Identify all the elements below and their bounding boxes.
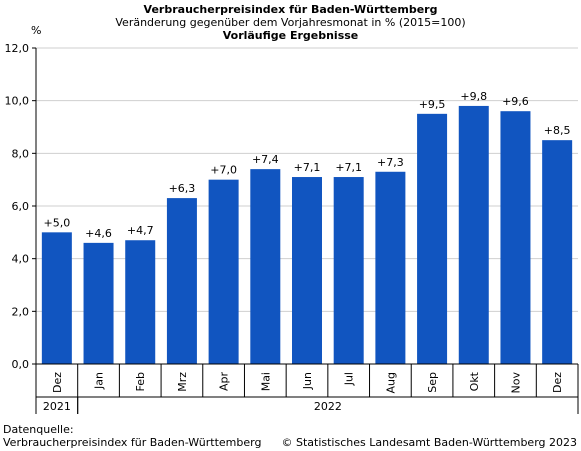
x-axis: Dez Jan Feb Mrz Apr Mai Jun Jul Aug Sep Okt Nov Dez 2… (35, 48, 579, 414)
data-source: Datenquelle: Verbraucherpreisindex für B… (3, 423, 261, 449)
data-label: +4,6 (85, 227, 112, 240)
bars (41, 105, 573, 364)
y-tick-label: 10,0 (5, 95, 30, 108)
year-label: 2022 (314, 400, 342, 413)
chart-subtitle: Veränderung gegenüber dem Vorjahresmonat… (115, 16, 466, 29)
bar (208, 179, 239, 364)
x-tick-label: Okt (468, 371, 481, 391)
bar (458, 105, 489, 364)
bar (542, 140, 573, 364)
y-tick-label: 4,0 (12, 253, 30, 266)
source-label: Datenquelle: (3, 423, 74, 436)
bar (83, 242, 114, 364)
x-tick-label: Jul (343, 372, 356, 386)
data-label: +4,7 (127, 224, 154, 237)
data-label: +7,1 (294, 161, 321, 174)
data-label: +8,5 (544, 124, 571, 137)
x-tick-label: Mrz (176, 372, 189, 392)
x-tick-label: Aug (384, 372, 397, 393)
x-tick-label: Feb (134, 372, 147, 391)
data-labels: +5,0 +4,6 +4,7 +6,3 +7,0 +7,4 +7,1 +7,1 +7,3 +9,5… (43, 90, 570, 240)
bar (375, 171, 406, 364)
bar (250, 169, 281, 364)
source-text: Verbraucherpreisindex für Baden-Württemb… (3, 436, 262, 449)
y-axis-ticks: 0,0 2,0 4,0 6,0 8,0 10,0 12,0 (5, 42, 36, 371)
x-tick-label: Sep (426, 372, 439, 393)
y-tick-label: 0,0 (12, 358, 30, 371)
data-label: +9,5 (419, 98, 446, 111)
data-label: +7,3 (377, 156, 404, 169)
y-tick-label: 6,0 (12, 200, 30, 213)
data-label: +7,4 (252, 153, 279, 166)
bar (292, 177, 322, 364)
y-axis-unit: % (31, 24, 41, 37)
data-label: +7,0 (210, 164, 237, 177)
x-tick-label: Nov (509, 372, 522, 394)
y-tick-label: 2,0 (12, 305, 30, 318)
bar (333, 177, 364, 364)
bar (417, 113, 448, 364)
bar (41, 232, 72, 364)
data-label: +9,6 (502, 95, 529, 108)
y-tick-label: 12,0 (5, 42, 30, 55)
chart-note: Vorläufige Ergebnisse (222, 29, 359, 42)
x-tick-label: Dez (551, 372, 564, 393)
year-label: 2021 (43, 400, 71, 413)
bar (500, 111, 531, 364)
bar (125, 240, 156, 364)
x-tick-label: Apr (218, 372, 231, 392)
bar (166, 198, 197, 364)
data-label: +9,8 (460, 90, 487, 103)
x-tick-label: Jun (301, 372, 314, 390)
copyright-notice: © Statistisches Landesamt Baden-Württemb… (281, 436, 577, 449)
chart-header: Verbraucherpreisindex für Baden-Württemb… (0, 3, 581, 42)
data-label: +7,1 (335, 161, 362, 174)
y-tick-label: 8,0 (12, 147, 30, 160)
x-tick-label: Mai (259, 372, 272, 391)
data-label: +5,0 (43, 216, 70, 229)
data-label: +6,3 (169, 182, 196, 195)
x-tick-label: Jan (93, 372, 106, 390)
chart-title: Verbraucherpreisindex für Baden-Württemb… (143, 3, 438, 16)
x-tick-label: Dez (51, 372, 64, 393)
